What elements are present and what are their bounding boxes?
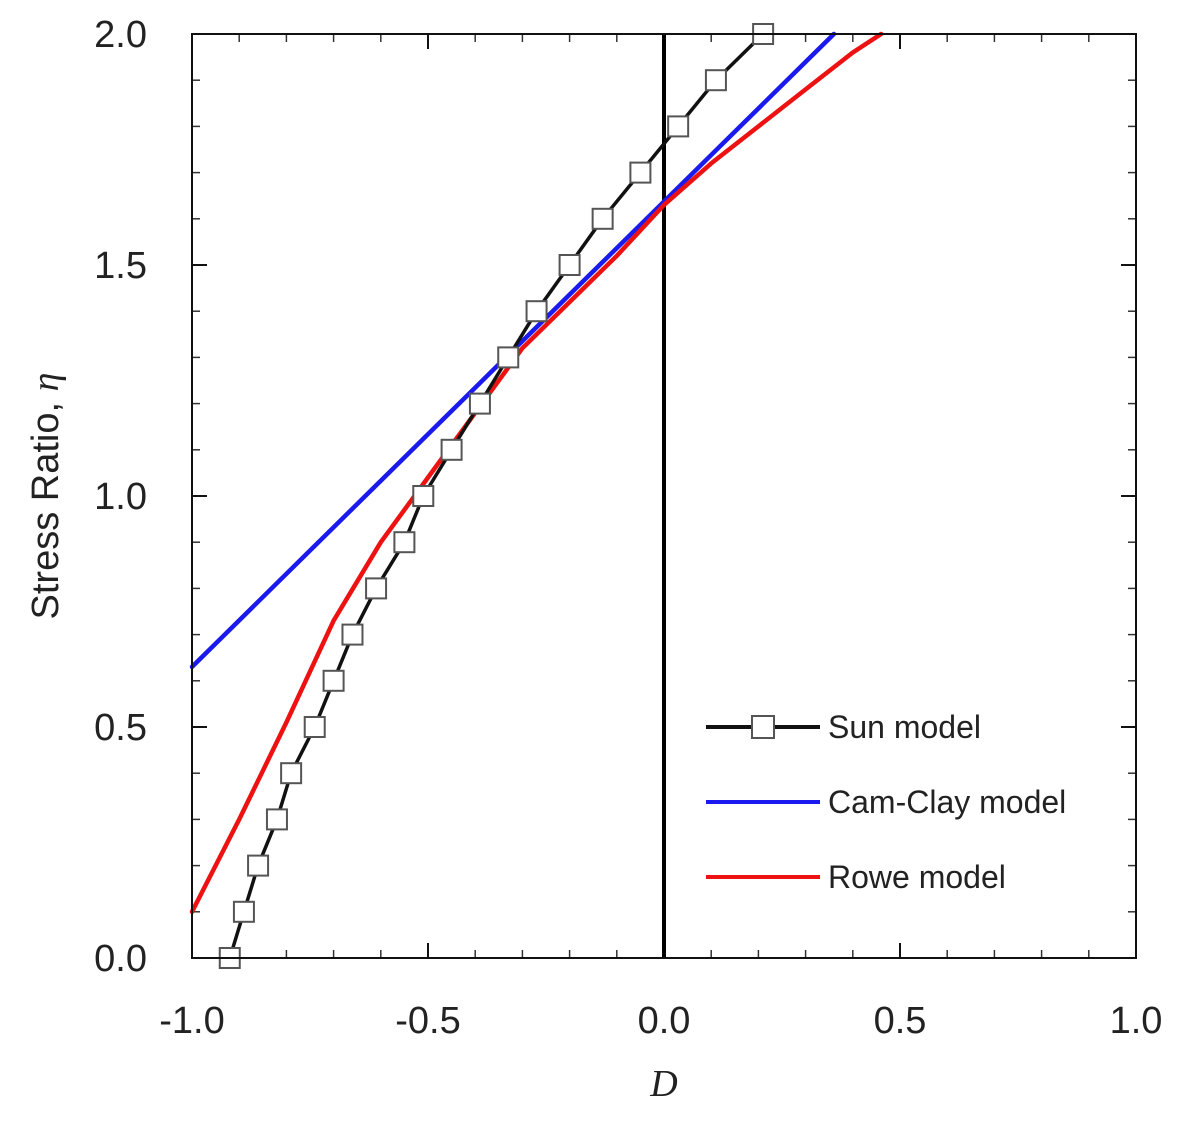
- data-point-sun: [393, 531, 416, 554]
- series-markers: [218, 23, 775, 969]
- y-axis-title-symbol: η: [25, 373, 67, 392]
- data-point-sun: [365, 577, 388, 600]
- series-line-sun: [228, 32, 765, 960]
- data-point-sun: [265, 808, 288, 831]
- data-point-sun: [667, 115, 690, 138]
- plot-frame: [191, 33, 1137, 959]
- y-tick-labels: 0.0 0.5 1.0 1.5 2.0: [94, 14, 147, 980]
- x-tick-label: 1.0: [1110, 1000, 1163, 1042]
- x-tick-label: -0.5: [395, 1000, 460, 1042]
- series-lines: [189, 31, 884, 960]
- x-tick-label: -1.0: [159, 1000, 224, 1042]
- x-tick-labels: -1.0 -0.5 0.0 0.5 1.0: [159, 1000, 1162, 1042]
- data-point-sun: [232, 900, 255, 923]
- legend-label-sun: Sun model: [828, 709, 981, 745]
- data-point-sun: [280, 762, 303, 785]
- y-tick-label: 0.0: [94, 938, 147, 980]
- data-point-sun: [247, 854, 270, 877]
- legend: Sun model Cam-Clay model Rowe model: [706, 709, 1066, 895]
- y-axis-title-text: Stress Ratio,: [25, 391, 67, 619]
- y-tick-label: 1.5: [94, 245, 147, 287]
- y-tick-label: 2.0: [94, 14, 147, 56]
- data-point-sun: [303, 716, 326, 738]
- y-tick-label: 1.0: [94, 476, 147, 518]
- legend-entry-rowe: Rowe model: [706, 859, 1006, 895]
- legend-label-rowe: Rowe model: [828, 859, 1006, 895]
- data-point-sun: [525, 300, 548, 323]
- data-point-sun: [322, 669, 345, 692]
- x-tick-label: 0.5: [874, 1000, 927, 1042]
- series-line-rowe: [189, 31, 884, 915]
- legend-label-camclay: Cam-Clay model: [828, 784, 1066, 820]
- legend-entry-sun: Sun model: [706, 709, 981, 745]
- data-point-sun: [704, 69, 727, 92]
- data-point-sun: [558, 254, 581, 276]
- x-tick-label: 0.0: [638, 1000, 691, 1042]
- y-axis-title: Stress Ratio, η: [25, 373, 67, 620]
- data-point-sun: [440, 438, 463, 461]
- x-axis-title: D: [649, 1063, 677, 1105]
- data-point-sun: [591, 207, 614, 230]
- legend-swatch-sun-marker: [751, 715, 775, 739]
- data-point-sun: [412, 485, 435, 507]
- y-tick-label: 0.5: [94, 707, 147, 749]
- data-point-sun: [468, 392, 491, 415]
- data-point-sun: [629, 161, 652, 184]
- legend-entry-camclay: Cam-Clay model: [706, 784, 1066, 820]
- data-point-sun: [341, 623, 364, 646]
- data-point-sun: [497, 346, 520, 369]
